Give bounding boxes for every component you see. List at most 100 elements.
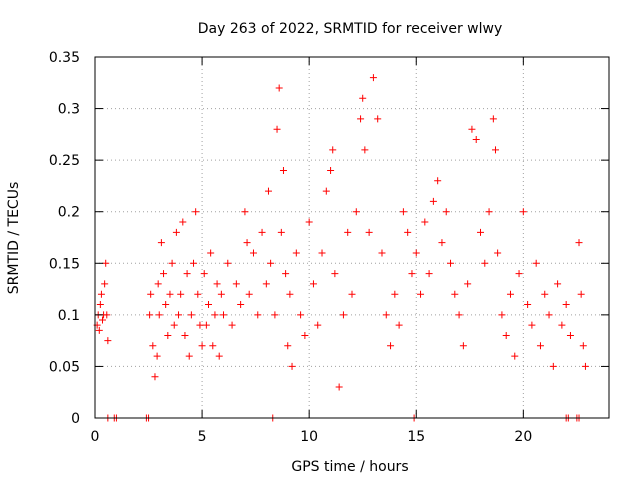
data-point [421,218,429,226]
data-point [395,321,403,329]
data-point [361,146,369,154]
data-point [297,311,305,319]
data-point [429,197,437,205]
data-point [459,342,467,350]
data-point [249,249,257,257]
data-point [157,239,165,247]
data-point [284,342,292,350]
data-point [213,280,221,288]
data-point [348,290,356,298]
data-point [155,311,163,319]
data-point [408,270,416,278]
data-point [162,301,170,309]
data-point [536,342,544,350]
data-point [288,362,296,370]
y-tick-label: 0.3 [58,102,80,118]
data-point [187,311,195,319]
data-point [549,362,557,370]
data-point [451,290,459,298]
data-point [322,187,330,195]
data-point [498,311,506,319]
data-point [232,280,240,288]
data-point [481,259,489,267]
x-tick-label: 5 [198,429,207,445]
data-point [318,249,326,257]
data-point [575,239,583,247]
data-point [404,228,412,236]
data-point [369,74,377,82]
data-point [447,259,455,267]
data-point [175,311,183,319]
data-point [581,362,589,370]
data-point [329,146,337,154]
data-point [194,290,202,298]
data-point [149,342,157,350]
data-point [434,177,442,185]
data-point [528,321,536,329]
data-point [477,228,484,236]
data-point [378,249,386,257]
data-point [472,136,480,144]
data-point [202,321,210,329]
data-point [183,270,191,278]
data-point [464,280,472,288]
y-tick-label: 0.15 [49,256,80,272]
data-point [205,301,213,309]
data-point [309,280,317,288]
data-point [102,259,110,267]
data-point [277,228,285,236]
data-point [286,290,294,298]
data-point [200,270,208,278]
data-point [154,280,162,288]
data-point [168,259,176,267]
data-point [515,270,523,278]
data-point [224,259,232,267]
data-point [357,115,365,123]
data-point [262,280,270,288]
data-point [352,208,360,216]
data-point [264,187,272,195]
data-point [275,84,283,92]
data-point [359,94,367,102]
data-point [101,280,109,288]
data-point [562,301,570,309]
data-point [95,326,103,334]
data-point [98,316,106,324]
data-point [387,342,395,350]
data-point [301,331,309,339]
data-point [438,239,446,247]
x-tick-label: 10 [300,429,318,445]
data-point [524,301,532,309]
data-point [271,311,279,319]
data-point [425,270,433,278]
data-point [97,290,105,298]
x-tick-label: 0 [91,429,100,445]
data-point [96,301,104,309]
data-point [566,331,574,339]
data-point [502,331,510,339]
data-point [164,331,172,339]
data-point [254,311,262,319]
data-point [335,383,343,391]
data-point [412,249,420,257]
data-point [519,208,527,216]
data-point [172,228,180,236]
data-point [211,311,219,319]
data-point [382,311,390,319]
data-point [282,270,290,278]
data-point [545,311,553,319]
data-point [344,228,352,236]
data-point [147,290,155,298]
data-point [185,352,193,360]
data-point [331,270,339,278]
data-point [541,290,549,298]
data-point [243,239,251,247]
data-point [215,352,223,360]
data-point [374,115,382,123]
data-point [220,311,227,319]
data-point [292,249,300,257]
data-point [177,290,185,298]
data-point [532,259,540,267]
